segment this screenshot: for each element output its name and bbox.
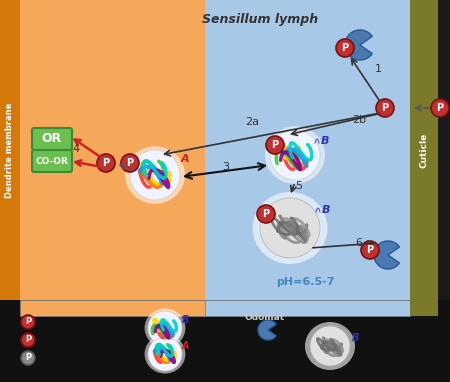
FancyBboxPatch shape <box>32 150 72 172</box>
Text: OR: OR <box>42 133 62 146</box>
Wedge shape <box>345 30 372 60</box>
Wedge shape <box>258 320 276 340</box>
Circle shape <box>21 333 35 347</box>
Text: B: B <box>352 333 360 343</box>
Bar <box>205 300 410 316</box>
Circle shape <box>21 351 35 365</box>
Circle shape <box>431 99 449 117</box>
Bar <box>410 300 438 316</box>
Circle shape <box>310 326 350 366</box>
Circle shape <box>266 136 284 154</box>
Text: pH=6.5-7: pH=6.5-7 <box>276 277 334 287</box>
Text: P: P <box>366 245 373 255</box>
Text: pH=4.5: pH=4.5 <box>92 303 132 313</box>
Ellipse shape <box>144 308 185 348</box>
Circle shape <box>148 337 182 371</box>
Bar <box>0 0 20 300</box>
Bar <box>20 0 205 300</box>
Text: P: P <box>382 103 388 113</box>
Text: 5: 5 <box>295 181 302 191</box>
Text: A: A <box>182 341 189 351</box>
Circle shape <box>376 99 394 117</box>
Text: Dendrite membrane: Dendrite membrane <box>5 102 14 198</box>
Text: B: B <box>321 136 329 146</box>
Ellipse shape <box>144 335 185 374</box>
Bar <box>205 0 410 300</box>
Text: pH=4.5: pH=4.5 <box>89 277 135 287</box>
Text: 3: 3 <box>222 162 229 172</box>
Circle shape <box>130 150 180 200</box>
Wedge shape <box>374 241 400 269</box>
Text: 6: 6 <box>355 238 362 248</box>
Text: P: P <box>25 335 31 345</box>
Text: P: P <box>436 103 444 113</box>
Circle shape <box>148 311 182 345</box>
Text: CO-OR: CO-OR <box>36 157 68 165</box>
Text: 1: 1 <box>375 64 382 74</box>
Text: Odomat: Odomat <box>245 314 285 322</box>
Ellipse shape <box>305 322 355 370</box>
Circle shape <box>21 315 35 329</box>
Ellipse shape <box>252 192 328 264</box>
Text: P: P <box>126 158 134 168</box>
Ellipse shape <box>125 146 185 204</box>
Bar <box>410 0 438 300</box>
Circle shape <box>336 39 354 57</box>
Text: P: P <box>342 43 349 53</box>
Text: P: P <box>262 209 270 219</box>
Circle shape <box>270 130 320 180</box>
Bar <box>0 300 450 382</box>
Text: 2a: 2a <box>245 117 259 127</box>
Text: pH=6.5-7: pH=6.5-7 <box>282 303 334 313</box>
Text: Sensillum lymph: Sensillum lymph <box>202 13 318 26</box>
Text: B: B <box>182 315 189 325</box>
Text: A: A <box>181 154 189 164</box>
Text: Cuticle: Cuticle <box>419 133 428 168</box>
Text: 4: 4 <box>72 144 79 154</box>
Text: P: P <box>25 353 31 363</box>
Circle shape <box>257 205 275 223</box>
Circle shape <box>361 241 379 259</box>
Circle shape <box>97 154 115 172</box>
Circle shape <box>121 154 139 172</box>
Text: P: P <box>103 158 109 168</box>
Text: P: P <box>25 317 31 327</box>
Bar <box>20 0 410 300</box>
FancyBboxPatch shape <box>32 128 72 150</box>
Circle shape <box>260 198 320 258</box>
Bar <box>20 300 205 316</box>
Text: P: P <box>271 140 279 150</box>
Text: B: B <box>322 205 330 215</box>
Text: 2b: 2b <box>352 115 366 125</box>
Ellipse shape <box>265 126 325 184</box>
